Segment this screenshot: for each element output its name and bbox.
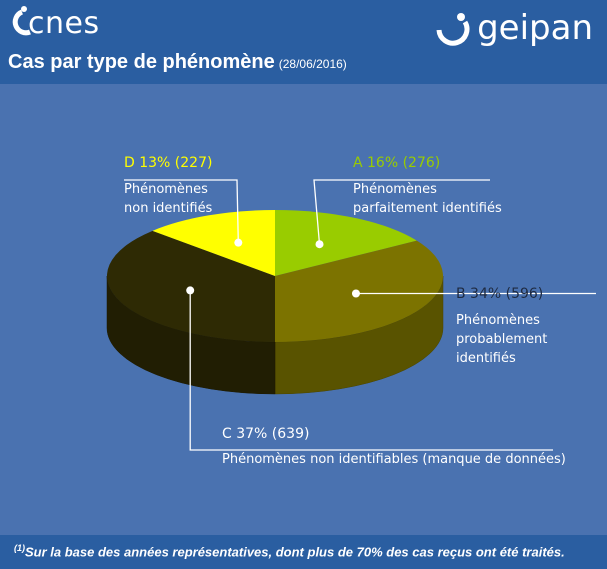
callout-desc-d-0: Phénomènes bbox=[124, 182, 208, 197]
geipan-logo: geipan bbox=[427, 0, 607, 50]
pie-top bbox=[106, 210, 443, 342]
callout-head-d: D 13% (227) bbox=[124, 155, 212, 171]
callout-head-a: A 16% (276) bbox=[353, 155, 440, 171]
title-date: (28/06/2016) bbox=[278, 57, 347, 71]
pie-slice-c bbox=[106, 230, 275, 342]
callout-desc-a-1: parfaitement identifiés bbox=[353, 201, 502, 216]
callout-head-c: C 37% (639) bbox=[222, 426, 309, 442]
page-title: Cas par type de phénomène (28/06/2016) bbox=[8, 51, 347, 74]
callout-line-d bbox=[124, 179, 239, 243]
pie-chart: A 16% (276) Phénomènes parfaitement identi… bbox=[106, 155, 596, 467]
title-text: Cas par type de phénomène bbox=[8, 51, 275, 73]
pie-callouts: A 16% (276) Phénomènes parfaitement identi… bbox=[124, 155, 596, 467]
header-bar: cnes geipan Cas par type de phénomène (28… bbox=[0, 0, 607, 84]
callout-c: C 37% (639) Phénomènes non identifiables … bbox=[186, 286, 566, 467]
callout-desc-d-1: non identifiés bbox=[124, 201, 213, 216]
cnes-logo-text: cnes bbox=[28, 6, 100, 41]
geipan-logo-text: geipan bbox=[477, 8, 593, 48]
callout-b: B 34% (596) Phénomènes probablement identif… bbox=[351, 286, 596, 366]
callout-a: A 16% (276) Phénomènes parfaitement identi… bbox=[313, 155, 502, 249]
callout-desc-a-0: Phénomènes bbox=[353, 182, 437, 197]
pie-slice-a bbox=[275, 210, 417, 276]
callout-head-b: B 34% (596) bbox=[456, 286, 543, 302]
geipan-orbit-icon bbox=[436, 13, 470, 46]
callout-d: D 13% (227) Phénomènes non identifiés bbox=[124, 155, 243, 247]
cnes-swirl-icon bbox=[12, 6, 31, 36]
pie-sides bbox=[106, 275, 444, 395]
callout-line-a bbox=[313, 179, 490, 245]
pie-slice-d bbox=[152, 210, 275, 276]
callout-desc-b-2: identifiés bbox=[456, 351, 516, 366]
cnes-logo: cnes bbox=[8, 2, 99, 46]
footer-bar bbox=[0, 535, 607, 569]
footnote-text: Sur la base des années représentatives, … bbox=[25, 544, 565, 560]
footnote-mark: (1) bbox=[14, 543, 25, 553]
callout-desc-b-0: Phénomènes bbox=[456, 313, 540, 328]
callout-desc-c-0: Phénomènes non identifiables (manque de … bbox=[222, 452, 566, 467]
callout-line-c bbox=[189, 290, 553, 451]
callout-desc-b-1: probablement bbox=[456, 332, 547, 347]
footnote: (1)Sur la base des années représentative… bbox=[14, 543, 565, 559]
